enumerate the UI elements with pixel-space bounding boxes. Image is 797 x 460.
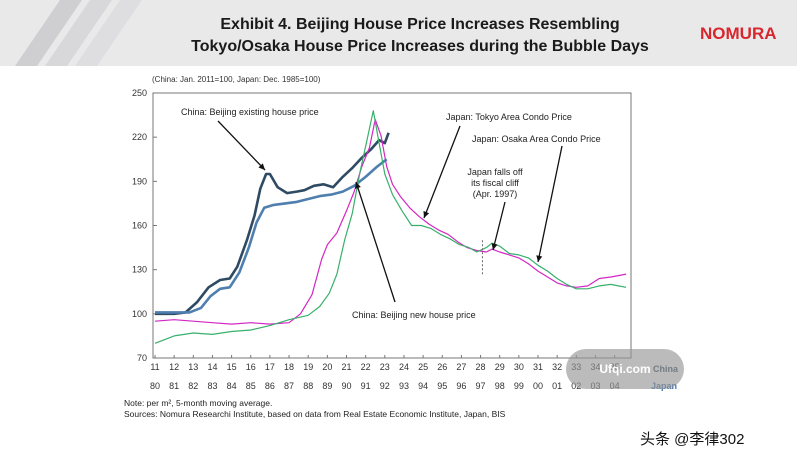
annotation-tokyo-label: Japan: Tokyo Area Condo Price [446, 112, 572, 122]
annotation-existing-label: China: Beijing existing house price [181, 107, 319, 117]
x-tick-label-japan: 96 [456, 381, 466, 391]
arrow-osaka [538, 146, 562, 262]
series-line [155, 133, 389, 314]
x-tick-label-china: 31 [533, 362, 543, 372]
annotation-cliff-line2: its fiscal cliff [471, 178, 519, 188]
annotations: China: Beijing existing house price China… [181, 107, 601, 320]
line-chart: 70 100 130 160 190 220 250 11 12 13 14 15 16 17 18 19 2… [0, 0, 797, 460]
x-tick-label-japan: 00 [533, 381, 543, 391]
x-tick-label-japan: 86 [265, 381, 275, 391]
series-line [155, 111, 626, 344]
x-tick-label-china: 21 [341, 362, 351, 372]
y-tick-label: 100 [132, 309, 147, 319]
x-tick-label-china: 14 [207, 362, 217, 372]
x-tick-label-china: 26 [437, 362, 447, 372]
y-tick-label: 130 [132, 265, 147, 275]
x-tick-label-china: 13 [188, 362, 198, 372]
arrow-osaka-head [536, 255, 542, 262]
x-tick-label-japan: 81 [169, 381, 179, 391]
x-tick-label-japan: 01 [552, 381, 562, 391]
x-tick-label-japan: 94 [418, 381, 428, 391]
x-tick-label-china: 32 [552, 362, 562, 372]
x-tick-label-japan: 87 [284, 381, 294, 391]
x-tick-label-china: 25 [418, 362, 428, 372]
author-credit: 头条 @李律302 [640, 428, 744, 449]
x-tick-label-japan: 82 [188, 381, 198, 391]
x-tick-label-japan: 95 [437, 381, 447, 391]
x-tick-label-china: 12 [169, 362, 179, 372]
x-tick-label-china: 15 [227, 362, 237, 372]
footer-sources: Sources: Nomura Researchi Institute, bas… [124, 409, 505, 420]
series-line [155, 120, 626, 325]
arrow-existing [218, 121, 265, 170]
watermark-badge: Ufqi.com [566, 349, 684, 389]
series-line [155, 159, 387, 312]
annotation-new-label: China: Beijing new house price [352, 310, 476, 320]
x-tick-label-japan: 83 [207, 381, 217, 391]
chart-footer: Note: per m², 5-month moving average. So… [124, 398, 505, 420]
annotation-cliff-line1: Japan falls off [467, 167, 523, 177]
x-tick-label-japan: 89 [322, 381, 332, 391]
arrow-cliff [493, 202, 505, 250]
x-tick-label-china: 23 [380, 362, 390, 372]
x-tick-label-japan: 84 [227, 381, 237, 391]
x-tick-label-japan: 90 [341, 381, 351, 391]
x-tick-label-japan: 99 [514, 381, 524, 391]
x-tick-label-china: 28 [476, 362, 486, 372]
x-tick-label-china: 11 [150, 362, 159, 372]
x-tick-label-china: 29 [495, 362, 505, 372]
x-tick-label-japan: 80 [150, 381, 160, 391]
footer-note: Note: per m², 5-month moving average. [124, 398, 505, 409]
y-tick-label: 220 [132, 132, 147, 142]
x-tick-label-japan: 88 [303, 381, 313, 391]
x-tick-label-japan: 92 [380, 381, 390, 391]
annotation-cliff-line3: (Apr. 1997) [473, 189, 518, 199]
x-tick-label-china: 27 [456, 362, 466, 372]
x-tick-label-japan: 98 [495, 381, 505, 391]
y-tick-label: 190 [132, 176, 147, 186]
x-tick-label-china: 19 [303, 362, 313, 372]
x-tick-label-japan: 91 [361, 381, 371, 391]
x-tick-label-japan: 85 [246, 381, 256, 391]
x-tick-label-china: 24 [399, 362, 409, 372]
arrow-new [356, 182, 395, 302]
x-tick-label-china: 17 [265, 362, 275, 372]
x-tick-label-china: 20 [322, 362, 332, 372]
y-tick-label: 160 [132, 221, 147, 231]
y-tick-label: 250 [132, 88, 147, 98]
arrow-tokyo [424, 126, 460, 218]
x-tick-label-japan: 93 [399, 381, 409, 391]
x-tick-label-china: 18 [284, 362, 294, 372]
x-tick-label-japan: 97 [476, 381, 486, 391]
y-tick-label: 70 [137, 353, 147, 363]
x-tick-label-china: 16 [246, 362, 256, 372]
annotation-osaka-label: Japan: Osaka Area Condo Price [472, 134, 601, 144]
series-lines [155, 111, 626, 344]
x-tick-label-china: 22 [361, 362, 371, 372]
x-tick-label-china: 30 [514, 362, 524, 372]
